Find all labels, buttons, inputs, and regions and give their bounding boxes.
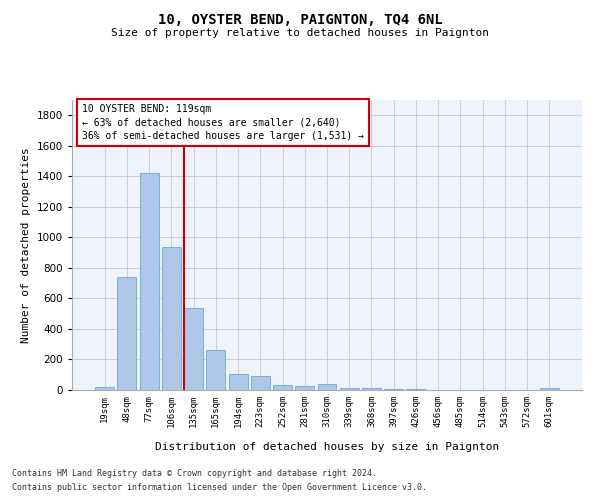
Bar xyxy=(384,389,403,390)
Text: Distribution of detached houses by size in Paignton: Distribution of detached houses by size … xyxy=(155,442,499,452)
Bar xyxy=(206,350,225,390)
Bar xyxy=(295,386,314,390)
Bar xyxy=(540,388,559,390)
Bar xyxy=(118,277,136,390)
Bar xyxy=(162,246,181,390)
Text: 10 OYSTER BEND: 119sqm
← 63% of detached houses are smaller (2,640)
36% of semi-: 10 OYSTER BEND: 119sqm ← 63% of detached… xyxy=(82,104,364,141)
Text: Size of property relative to detached houses in Paignton: Size of property relative to detached ho… xyxy=(111,28,489,38)
Bar xyxy=(229,374,248,390)
Bar xyxy=(251,376,270,390)
Bar xyxy=(362,388,381,390)
Bar xyxy=(406,389,425,390)
Bar xyxy=(140,174,158,390)
Y-axis label: Number of detached properties: Number of detached properties xyxy=(21,147,31,343)
Bar xyxy=(340,388,359,390)
Bar xyxy=(273,384,292,390)
Bar xyxy=(317,384,337,390)
Text: 10, OYSTER BEND, PAIGNTON, TQ4 6NL: 10, OYSTER BEND, PAIGNTON, TQ4 6NL xyxy=(158,12,442,26)
Bar xyxy=(95,387,114,390)
Text: Contains public sector information licensed under the Open Government Licence v3: Contains public sector information licen… xyxy=(12,484,427,492)
Text: Contains HM Land Registry data © Crown copyright and database right 2024.: Contains HM Land Registry data © Crown c… xyxy=(12,468,377,477)
Bar xyxy=(184,308,203,390)
